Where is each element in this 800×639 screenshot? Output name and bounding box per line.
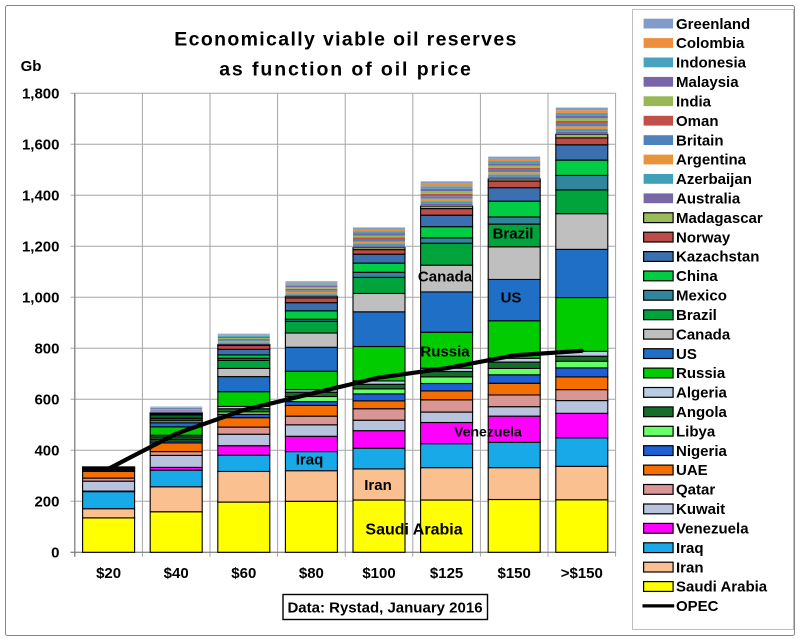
svg-text:1,000: 1,000: [22, 289, 60, 306]
svg-text:200: 200: [34, 493, 59, 510]
svg-text:Angola: Angola: [676, 404, 727, 421]
svg-text:Argentina: Argentina: [676, 152, 747, 169]
svg-text:$150: $150: [498, 565, 531, 582]
svg-text:Venezuela: Venezuela: [676, 521, 749, 538]
svg-text:0: 0: [51, 544, 59, 561]
svg-text:$20: $20: [96, 565, 121, 582]
svg-text:Mexico: Mexico: [676, 288, 727, 305]
svg-text:1,400: 1,400: [22, 187, 60, 204]
svg-text:Iraq: Iraq: [296, 452, 324, 469]
svg-text:Economically viable oil reserv: Economically viable oil reserves: [174, 29, 517, 51]
svg-text:1,600: 1,600: [22, 136, 60, 153]
svg-text:1,200: 1,200: [22, 238, 60, 255]
svg-text:Libya: Libya: [676, 423, 716, 440]
svg-text:US: US: [676, 346, 697, 363]
svg-text:Iraq: Iraq: [676, 540, 704, 557]
svg-text:$60: $60: [231, 565, 256, 582]
svg-text:$100: $100: [362, 565, 395, 582]
svg-text:OPEC: OPEC: [676, 598, 719, 615]
svg-text:as function of oil price: as function of oil price: [219, 59, 473, 81]
svg-text:>$150: >$150: [561, 565, 603, 582]
svg-text:Colombia: Colombia: [676, 35, 745, 52]
svg-text:Oman: Oman: [676, 113, 719, 130]
svg-text:Norway: Norway: [676, 229, 731, 246]
svg-text:400: 400: [34, 442, 59, 459]
svg-text:Britain: Britain: [676, 132, 724, 149]
svg-text:$40: $40: [164, 565, 189, 582]
svg-text:India: India: [676, 93, 712, 110]
svg-text:Gb: Gb: [21, 58, 42, 75]
svg-text:800: 800: [34, 340, 59, 357]
svg-text:Canada: Canada: [418, 269, 473, 286]
svg-text:Malaysia: Malaysia: [676, 74, 739, 91]
svg-text:Brazil: Brazil: [676, 307, 717, 324]
svg-text:China: China: [676, 268, 718, 285]
svg-text:Iran: Iran: [676, 559, 704, 576]
svg-text:US: US: [501, 290, 522, 307]
svg-text:Saudi Arabia: Saudi Arabia: [676, 579, 768, 596]
svg-text:$125: $125: [430, 565, 463, 582]
svg-text:Russia: Russia: [420, 344, 470, 361]
svg-text:UAE: UAE: [676, 462, 708, 479]
svg-text:Canada: Canada: [676, 326, 731, 343]
svg-text:Indonesia: Indonesia: [676, 55, 747, 72]
svg-text:Venezuela: Venezuela: [454, 424, 522, 440]
svg-text:Nigeria: Nigeria: [676, 443, 728, 460]
svg-text:Greenland: Greenland: [676, 16, 750, 33]
svg-text:Data: Rystad, January 2016: Data: Rystad, January 2016: [287, 600, 482, 617]
svg-text:Russia: Russia: [676, 365, 726, 382]
svg-text:Azerbaijan: Azerbaijan: [676, 171, 752, 188]
svg-text:Australia: Australia: [676, 191, 741, 208]
svg-text:Kuwait: Kuwait: [676, 501, 725, 518]
svg-text:Iran: Iran: [364, 477, 392, 494]
svg-text:Saudi Arabia: Saudi Arabia: [365, 522, 462, 539]
svg-text:$80: $80: [299, 565, 324, 582]
svg-text:Madagascar: Madagascar: [676, 210, 763, 227]
svg-text:Algeria: Algeria: [676, 385, 728, 402]
svg-text:1,800: 1,800: [22, 85, 60, 102]
svg-text:Qatar: Qatar: [676, 482, 715, 499]
svg-text:Brazil: Brazil: [493, 226, 534, 243]
svg-text:600: 600: [34, 391, 59, 408]
svg-text:Kazachstan: Kazachstan: [676, 249, 759, 266]
